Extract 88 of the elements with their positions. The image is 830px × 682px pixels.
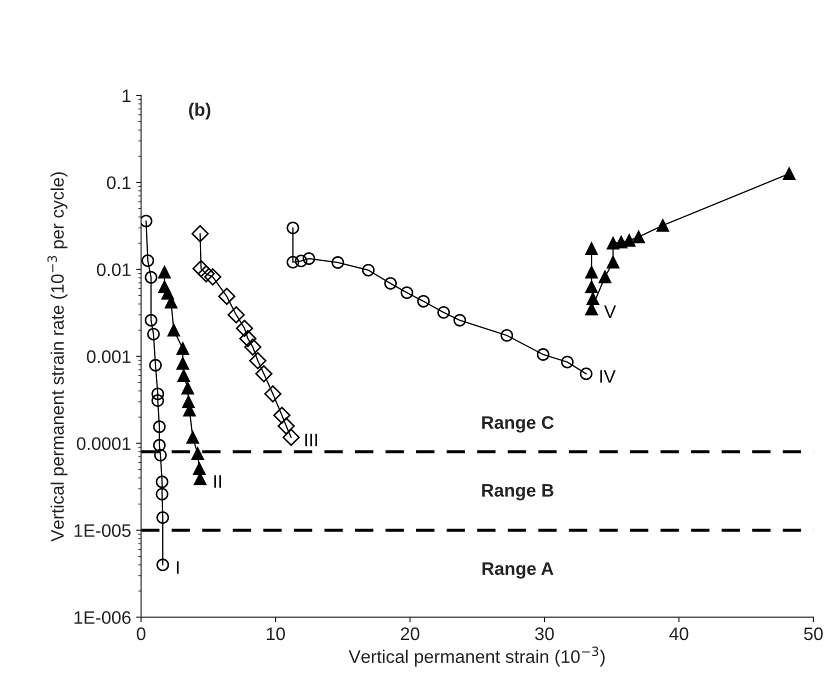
point [249, 352, 266, 370]
point [142, 254, 154, 267]
point [362, 264, 375, 276]
point [302, 252, 316, 265]
x-axis-title: Vertical permanent strain (10$^{−3}$) [348, 646, 605, 667]
point [417, 294, 430, 308]
point [192, 260, 210, 278]
annotation: Range A [482, 562, 554, 579]
point [156, 558, 170, 572]
point [176, 357, 190, 370]
series-label: IV [600, 370, 616, 383]
point [453, 314, 466, 327]
point [586, 292, 600, 306]
point [536, 348, 550, 361]
point [500, 329, 514, 342]
point [585, 280, 598, 294]
point [561, 356, 574, 368]
point [273, 406, 290, 424]
point [198, 265, 215, 282]
point [294, 254, 308, 268]
annotation: Range B [482, 484, 554, 500]
point [580, 367, 592, 380]
point [236, 320, 254, 337]
annotation: Range C [482, 416, 554, 433]
point [286, 222, 300, 234]
point [218, 288, 236, 305]
x-tick-label: 30 [535, 627, 554, 640]
point [400, 286, 414, 299]
point [156, 511, 170, 524]
point [147, 328, 160, 340]
point [144, 314, 158, 327]
point [144, 271, 158, 284]
point [384, 277, 397, 290]
x-tick-label: 20 [400, 627, 420, 640]
point [151, 388, 164, 400]
point [656, 219, 670, 232]
series-label: III [305, 434, 318, 446]
point [141, 214, 152, 228]
point [598, 270, 612, 284]
point [192, 225, 209, 242]
point [585, 242, 598, 256]
x-tick-label: 50 [804, 627, 823, 640]
point [177, 369, 190, 382]
point [239, 330, 256, 348]
point [622, 234, 636, 247]
point [606, 256, 620, 269]
point [193, 462, 206, 476]
point [154, 448, 167, 462]
point [437, 306, 450, 319]
point [156, 476, 168, 488]
point [181, 382, 194, 395]
x-tick-label: 10 [266, 627, 285, 640]
point [278, 417, 295, 435]
point [153, 420, 166, 434]
point [176, 342, 190, 355]
point [286, 256, 300, 269]
point [191, 447, 204, 460]
series-label: I [176, 561, 179, 574]
y-axis-title: Vertical permanent strain rate (10$^{−3}$ per cycle) [47, 172, 68, 542]
y-tick-label: 1E-006 [74, 611, 131, 624]
y-tick-label: 1E-005 [74, 524, 131, 537]
point [153, 438, 166, 452]
x-tick-label: 0 [136, 627, 146, 640]
point [156, 488, 168, 500]
point [585, 266, 598, 278]
y-tick-label: 0.01 [96, 263, 130, 276]
y-tick-label: 0.001 [86, 350, 130, 364]
point [632, 230, 645, 244]
point [282, 428, 300, 446]
point [158, 266, 171, 278]
point [167, 324, 180, 336]
series-label: V [604, 305, 616, 318]
point [255, 365, 272, 382]
point [244, 338, 262, 356]
series-label: II [214, 475, 221, 488]
y-tick-label: 0.1 [106, 176, 130, 190]
point [782, 167, 796, 180]
point [204, 268, 222, 286]
point [228, 306, 245, 324]
point [331, 256, 344, 269]
x-tick-label: 40 [669, 627, 688, 640]
point [151, 394, 164, 407]
annotation: (b) [189, 102, 210, 120]
y-tick-label: 1 [122, 90, 130, 102]
point [264, 385, 282, 403]
y-tick-label: 0.0001 [76, 437, 130, 450]
point [149, 358, 162, 372]
point [186, 431, 200, 444]
